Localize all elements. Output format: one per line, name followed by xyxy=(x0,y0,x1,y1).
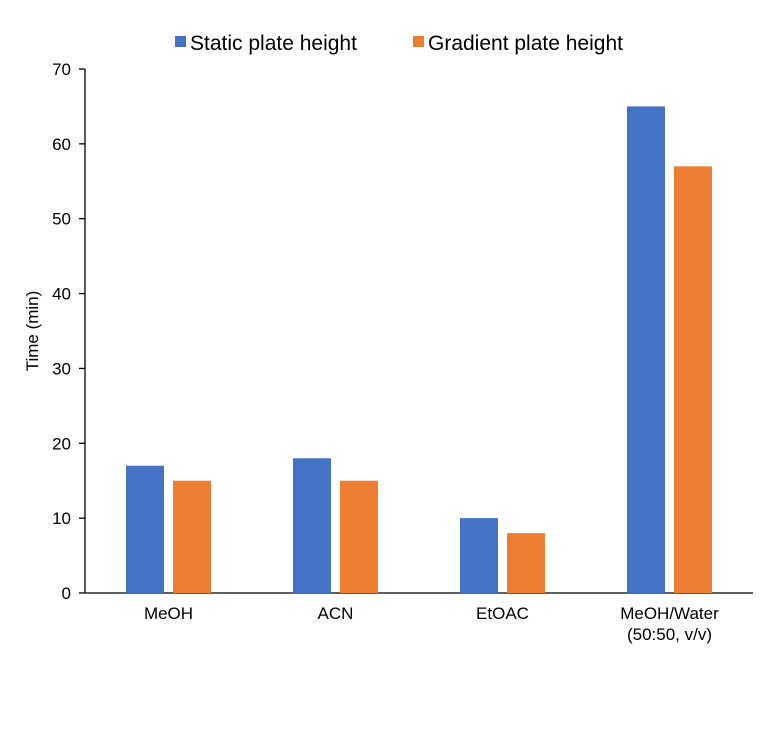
x-tick-label-line: MeOH xyxy=(144,604,193,623)
x-tick-label-line: EtOAC xyxy=(476,604,529,623)
y-tick-label: 60 xyxy=(52,135,71,154)
y-axis-title: Time (min) xyxy=(23,291,42,372)
y-tick-label: 20 xyxy=(52,434,71,453)
y-axis: 0 10 20 30 40 50 60 70 xyxy=(52,60,86,603)
legend-label: Static plate height xyxy=(190,32,357,55)
y-tick-label: 10 xyxy=(52,509,71,528)
y-tick-label: 30 xyxy=(52,359,71,378)
y-tick-label: 0 xyxy=(62,584,71,603)
x-tick-label-line: (50:50, v/v) xyxy=(627,625,712,644)
x-tick-label: MeOH xyxy=(144,604,193,623)
x-tick-label: ACN xyxy=(318,604,354,623)
legend-swatch xyxy=(175,36,186,47)
bar-static-plate-height-2 xyxy=(460,518,498,593)
bar-static-plate-height-0 xyxy=(126,465,164,593)
x-tick-label-line: ACN xyxy=(318,604,354,623)
bar-gradient-plate-height-1 xyxy=(340,480,378,593)
x-axis: MeOH ACN EtOAC MeOH/Water (50:50, v/v) xyxy=(85,592,753,644)
x-tick-label: EtOAC xyxy=(476,604,529,623)
legend: Static plate height Gradient plate height xyxy=(175,32,623,55)
bars xyxy=(126,106,712,594)
y-tick-label: 40 xyxy=(52,285,71,304)
y-tick-label: 50 xyxy=(52,210,71,229)
legend-label: Gradient plate height xyxy=(428,32,623,55)
bar-gradient-plate-height-3 xyxy=(674,166,712,594)
bar-static-plate-height-1 xyxy=(293,458,331,593)
bar-gradient-plate-height-0 xyxy=(173,480,211,593)
legend-swatch xyxy=(413,36,424,47)
bar-gradient-plate-height-2 xyxy=(507,533,545,593)
y-tick-label: 70 xyxy=(52,60,71,79)
x-tick-label-line: MeOH/Water xyxy=(620,604,719,623)
bar-static-plate-height-3 xyxy=(627,106,665,593)
x-tick-label: MeOH/Water (50:50, v/v) xyxy=(620,604,719,644)
